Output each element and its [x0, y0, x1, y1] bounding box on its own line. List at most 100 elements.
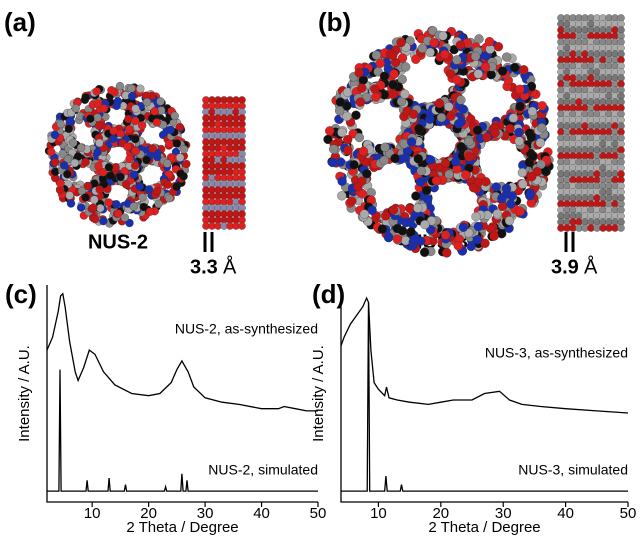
atom: [47, 148, 55, 156]
atom: [343, 135, 352, 144]
atom: [94, 99, 102, 107]
x-tick-label: 30: [495, 505, 512, 522]
atom: [515, 128, 524, 137]
atom: [337, 128, 346, 137]
atom: [130, 203, 138, 211]
atom: [391, 154, 400, 163]
atom: [342, 112, 351, 121]
atom: [491, 128, 500, 137]
atom: [526, 189, 535, 198]
atom: [490, 232, 499, 241]
atom: [63, 170, 71, 178]
atom: [95, 139, 103, 147]
atom: [93, 88, 101, 96]
atom: [84, 182, 92, 190]
atom: [505, 216, 514, 225]
atom: [89, 204, 97, 212]
atom: [127, 84, 135, 92]
atom: [167, 126, 175, 134]
atom: [481, 177, 490, 186]
atom: [451, 157, 460, 166]
atom: [173, 140, 181, 148]
atom: [401, 62, 410, 71]
atom: [114, 210, 122, 218]
atom: [173, 183, 181, 191]
atom: [416, 177, 425, 186]
atom: [66, 192, 74, 200]
atom: [423, 195, 432, 204]
atom: [143, 98, 151, 106]
x-tick-label: 40: [557, 505, 574, 522]
atom: [82, 94, 90, 102]
y-axis-label: Intensity / A.U.: [16, 345, 33, 442]
atom: [171, 112, 179, 120]
atom: [414, 154, 423, 163]
atom: [109, 135, 117, 143]
atom: [426, 155, 435, 164]
atom: [452, 55, 461, 64]
atom: [393, 235, 402, 244]
x-tick-label: 40: [253, 505, 270, 522]
atom: [407, 137, 416, 146]
atom: [357, 84, 366, 93]
atom: [469, 183, 478, 192]
atom: [337, 191, 346, 200]
atom: [474, 222, 483, 231]
atom: [347, 197, 356, 206]
atom: [413, 204, 422, 213]
atom: [432, 176, 441, 185]
atom: [381, 211, 390, 220]
atom: [390, 69, 399, 78]
atom: [176, 154, 184, 162]
atom: [371, 93, 380, 102]
atom: [502, 184, 511, 193]
atom: [90, 196, 98, 204]
atom: [459, 223, 468, 232]
spacing-value: 3.9: [551, 256, 579, 278]
atom: [378, 225, 387, 234]
x-tick-label: 20: [432, 505, 449, 522]
atom: [96, 204, 104, 212]
atom: [438, 31, 447, 40]
atom: [465, 152, 474, 161]
atom: [117, 173, 125, 181]
atom: [402, 218, 411, 227]
atom: [465, 137, 474, 146]
atom: [617, 224, 624, 231]
atom: [99, 217, 107, 225]
atom: [151, 107, 159, 115]
atom: [515, 85, 524, 94]
atom: [112, 200, 120, 208]
atom: [482, 133, 491, 142]
atom: [82, 158, 90, 166]
atom: [441, 231, 450, 240]
atom: [153, 119, 161, 127]
atom: [420, 248, 429, 257]
atom: [126, 155, 134, 163]
atom: [510, 63, 519, 72]
atom: [370, 84, 379, 93]
atom: [506, 200, 515, 209]
atom: [493, 209, 502, 218]
atom: [527, 172, 536, 181]
panel-label: (d): [312, 279, 345, 309]
atom: [441, 159, 450, 168]
atom: [149, 145, 157, 153]
atom: [358, 189, 367, 198]
atom: [125, 125, 133, 133]
atom: [155, 200, 163, 208]
atom: [487, 70, 496, 79]
atom: [355, 133, 364, 142]
atom: [180, 145, 188, 153]
atom: [452, 75, 461, 84]
y-axis-label: Intensity / A.U.: [310, 345, 327, 442]
atom: [430, 38, 439, 47]
atom: [454, 241, 463, 250]
atom: [166, 140, 174, 148]
atom: [107, 172, 115, 180]
atom: [131, 117, 139, 125]
atom: [343, 146, 352, 155]
atom: [388, 51, 397, 60]
atom: [128, 92, 136, 100]
atom: [411, 235, 420, 244]
